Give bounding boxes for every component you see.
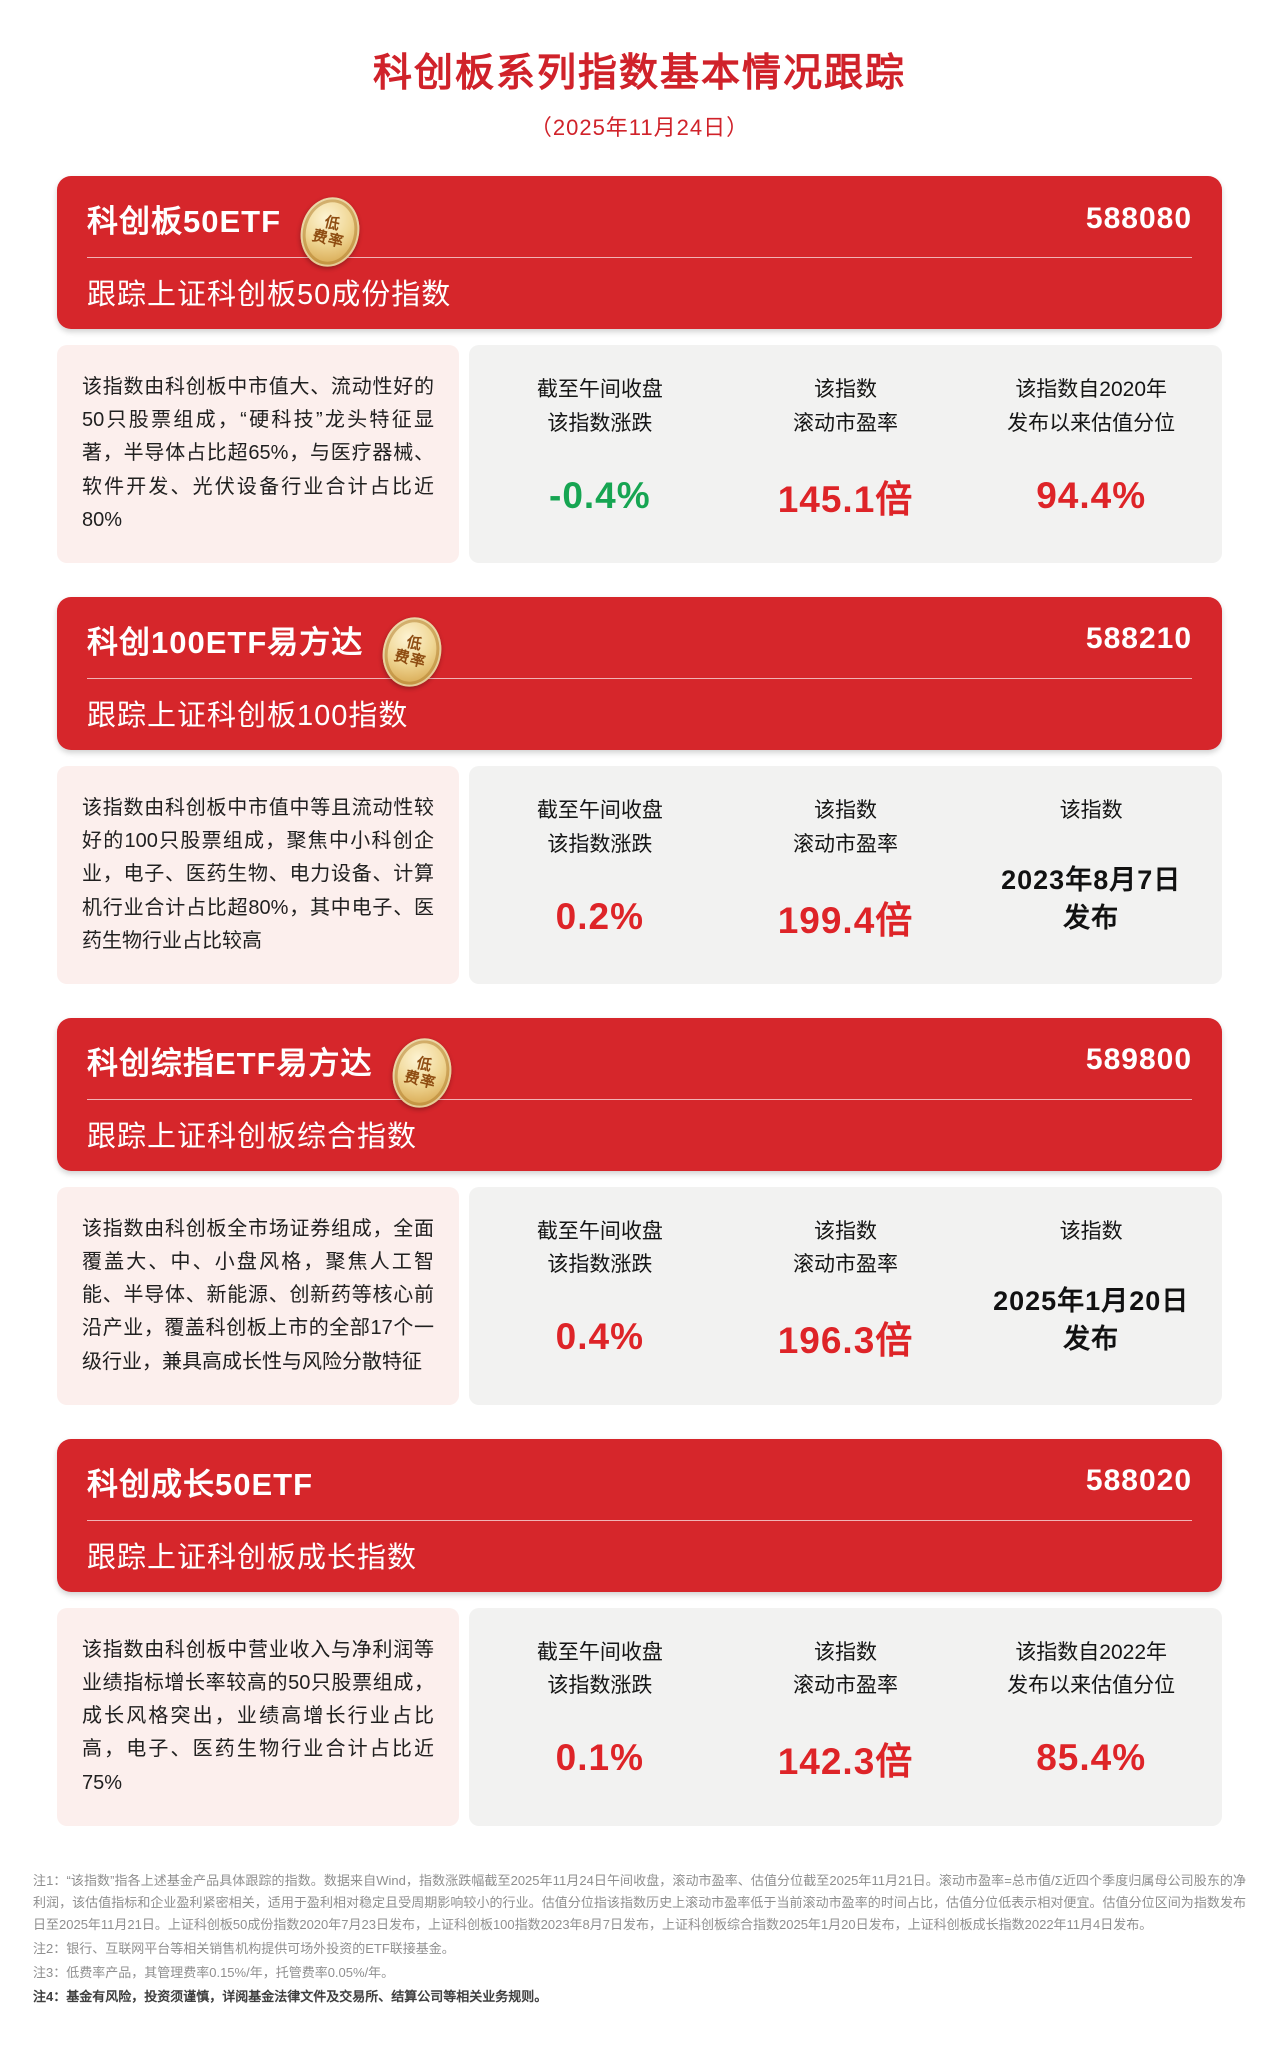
- badge-text-line2: 费率: [392, 647, 429, 672]
- etf-card-588210: 科创100ETF易方达 低 费率 588210 跟踪上证科创板100指数 该指数…: [57, 596, 1222, 984]
- stat-label: 该指数 滚动市盈率: [793, 1219, 898, 1277]
- stat-column-pe: 该指数 滚动市盈率 145.1倍: [723, 373, 969, 533]
- stat-column-pe: 该指数 滚动市盈率 142.3倍: [723, 1636, 969, 1796]
- stat-value: 0.1%: [555, 1737, 644, 1779]
- etf-card-589800: 科创综指ETF易方达 低 费率 589800 跟踪上证科创板综合指数 该指数由科…: [57, 1017, 1222, 1405]
- stat-value: 2023年8月7日 发布: [1001, 864, 1182, 933]
- stat-column-launch-date: 该指数 2023年8月7日 发布: [968, 794, 1214, 954]
- footnote-1: 注1：“该指数”指各上述基金产品具体跟踪的指数。数据来自Wind，指数涨跌幅截至…: [33, 1872, 1246, 1932]
- card-header-top: 科创综指ETF易方达 低 费率 589800: [87, 1032, 1192, 1115]
- etf-name: 科创综指ETF易方达: [87, 1045, 373, 1081]
- tracking-index-label: 跟踪上证科创板成长指数: [87, 1541, 418, 1574]
- card-header: 科创综指ETF易方达 低 费率 589800 跟踪上证科创板综合指数: [57, 1017, 1222, 1171]
- tracking-index-label: 跟踪上证科创板综合指数: [87, 1120, 418, 1153]
- etf-name: 科创板50ETF: [87, 204, 282, 239]
- footnote-2: 注2：银行、互联网平台等相关销售机构提供可场外投资的ETF联接基金。: [33, 1941, 455, 1957]
- card-header: 科创成长50ETF 588020 跟踪上证科创板成长指数: [57, 1438, 1222, 1592]
- badge-text-line2: 费率: [310, 226, 346, 251]
- low-fee-seal-icon: 低 费率: [384, 1032, 459, 1115]
- footnotes: 注1：“该指数”指各上述基金产品具体跟踪的指数。数据来自Wind，指数涨跌幅截至…: [33, 1870, 1246, 2009]
- card-body: 该指数由科创板中市值大、流动性好的50只股票组成，“硬科技”龙头特征显著，半导体…: [57, 345, 1222, 563]
- stat-value: 94.4%: [1036, 474, 1147, 516]
- page-title: 科创板系列指数基本情况跟踪: [372, 52, 906, 95]
- footnote-3: 注3：低费率产品，其管理费率0.15%/年，托管费率0.05%/年。: [33, 1965, 395, 1981]
- stat-column-change: 截至午间收盘 该指数涨跌 0.1%: [477, 1636, 723, 1796]
- stats-panel: 截至午间收盘 该指数涨跌 0.2% 该指数 滚动市盈率 199.4倍 该指数 2…: [469, 765, 1222, 984]
- stat-label: 该指数 滚动市盈率: [793, 378, 898, 435]
- stat-value: 145.1倍: [777, 478, 914, 520]
- page-date: （2025年11月24日）: [529, 115, 750, 140]
- card-header: 科创100ETF易方达 低 费率 588210 跟踪上证科创板100指数: [57, 596, 1222, 750]
- card-header-top: 科创板50ETF 低 费率 588080: [87, 190, 1192, 273]
- footnote-4-risk-warning: 注4：基金有风险，投资须谨慎，详阅基金法律文件及交易所、结算公司等相关业务规则。: [33, 1989, 548, 2005]
- etf-card-588020: 科创成长50ETF 588020 跟踪上证科创板成长指数 该指数由科创板中营业收…: [57, 1438, 1222, 1826]
- low-fee-seal-icon: 低 费率: [293, 190, 367, 273]
- stat-label: 该指数: [1059, 798, 1123, 822]
- etf-name: 科创100ETF易方达: [87, 624, 364, 660]
- badge-text-line2: 费率: [402, 1068, 438, 1093]
- stat-column-launch-date: 该指数 2025年1月20日 发布: [968, 1215, 1214, 1375]
- card-body: 该指数由科创板中营业收入与净利润等业绩指标增长率较高的50只股票组成，成长风格突…: [57, 1607, 1222, 1826]
- stat-label: 该指数自2020年 发布以来估值分位: [1007, 378, 1176, 435]
- stat-value: 199.4倍: [777, 899, 914, 941]
- stat-column-percentile: 该指数自2020年 发布以来估值分位 94.4%: [968, 373, 1214, 533]
- stat-label: 截至午间收盘 该指数涨跌: [536, 798, 663, 856]
- header-divider: [87, 677, 1192, 679]
- stat-label: 该指数 滚动市盈率: [793, 798, 898, 856]
- etf-card-588080: 科创板50ETF 低 费率 588080 跟踪上证科创板50成份指数 该指数由科…: [57, 176, 1222, 563]
- tracking-index-label: 跟踪上证科创板100指数: [87, 699, 409, 732]
- header-divider: [87, 1098, 1192, 1100]
- etf-code: 588210: [1085, 622, 1192, 656]
- etf-code: 588080: [1085, 201, 1192, 235]
- etf-code: 588020: [1085, 1464, 1192, 1498]
- stat-label: 该指数: [1059, 1219, 1123, 1243]
- etf-name: 科创成长50ETF: [87, 1466, 314, 1502]
- stat-value: 142.3倍: [777, 1741, 914, 1783]
- stat-label: 该指数 滚动市盈率: [793, 1640, 898, 1698]
- stat-column-change: 截至午间收盘 该指数涨跌 0.2%: [477, 794, 723, 954]
- stat-value: 0.2%: [555, 895, 644, 937]
- card-body: 该指数由科创板中市值中等且流动性较好的100只股票组成，聚焦中小科创企业，电子、…: [57, 765, 1222, 984]
- stat-column-change: 截至午间收盘 该指数涨跌 0.4%: [477, 1215, 723, 1375]
- index-description: 该指数由科创板全市场证券组成，全面覆盖大、中、小盘风格，聚焦人工智能、半导体、新…: [57, 1186, 459, 1405]
- header-divider: [87, 257, 1192, 258]
- card-header-top: 科创成长50ETF 588020: [87, 1459, 1192, 1504]
- stat-value: 0.4%: [555, 1316, 644, 1358]
- stat-value: 196.3倍: [777, 1320, 914, 1362]
- etf-code: 589800: [1085, 1043, 1192, 1077]
- index-description: 该指数由科创板中营业收入与净利润等业绩指标增长率较高的50只股票组成，成长风格突…: [57, 1607, 459, 1826]
- tracking-index-label: 跟踪上证科创板50成份指数: [87, 279, 452, 311]
- stat-label: 截至午间收盘 该指数涨跌: [536, 1219, 663, 1277]
- stat-column-change: 截至午间收盘 该指数涨跌 -0.4%: [477, 373, 723, 533]
- stat-value: 2025年1月20日 发布: [993, 1285, 1190, 1354]
- stat-value: -0.4%: [549, 474, 651, 516]
- stat-column-percentile: 该指数自2022年 发布以来估值分位 85.4%: [968, 1636, 1214, 1796]
- stat-label: 截至午间收盘 该指数涨跌: [536, 378, 663, 435]
- card-header: 科创板50ETF 低 费率 588080 跟踪上证科创板50成份指数: [57, 176, 1222, 329]
- stat-label: 该指数自2022年 发布以来估值分位: [1007, 1640, 1176, 1698]
- header-divider: [87, 1519, 1192, 1521]
- stat-value: 85.4%: [1036, 1737, 1147, 1779]
- card-header-top: 科创100ETF易方达 低 费率 588210: [87, 611, 1192, 694]
- index-description: 该指数由科创板中市值大、流动性好的50只股票组成，“硬科技”龙头特征显著，半导体…: [57, 345, 459, 563]
- stats-panel: 截至午间收盘 该指数涨跌 0.4% 该指数 滚动市盈率 196.3倍 该指数 2…: [469, 1186, 1222, 1405]
- index-description: 该指数由科创板中市值中等且流动性较好的100只股票组成，聚焦中小科创企业，电子、…: [57, 765, 459, 984]
- stat-label: 截至午间收盘 该指数涨跌: [536, 1640, 663, 1698]
- card-body: 该指数由科创板全市场证券组成，全面覆盖大、中、小盘风格，聚焦人工智能、半导体、新…: [57, 1186, 1222, 1405]
- stats-panel: 截至午间收盘 该指数涨跌 0.1% 该指数 滚动市盈率 142.3倍 该指数自2…: [469, 1607, 1222, 1826]
- stat-column-pe: 该指数 滚动市盈率 196.3倍: [723, 1215, 969, 1375]
- low-fee-seal-icon: 低 费率: [375, 611, 449, 694]
- stat-column-pe: 该指数 滚动市盈率 199.4倍: [723, 794, 969, 954]
- stats-panel: 截至午间收盘 该指数涨跌 -0.4% 该指数 滚动市盈率 145.1倍 该指数自…: [469, 345, 1222, 563]
